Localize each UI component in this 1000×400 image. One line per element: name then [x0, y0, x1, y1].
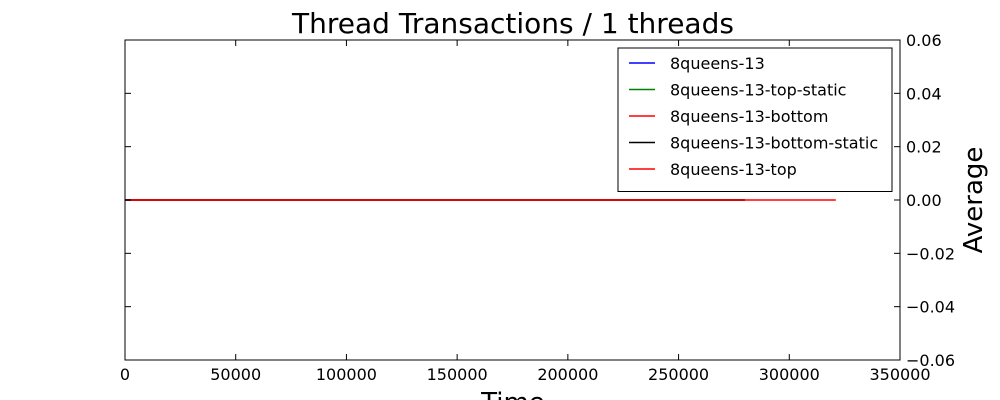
- x-tick-label: 300000: [759, 365, 820, 384]
- x-tick-label: 200000: [537, 365, 598, 384]
- legend-label: 8queens-13-top-static: [670, 81, 846, 100]
- y-tick-label: −0.02: [906, 244, 955, 263]
- y-axis: 0.06 0.04 0.02 0.00 −0.02 −0.04 −0.06: [125, 31, 955, 370]
- chart-title: Thread Transactions / 1 threads: [291, 7, 734, 40]
- x-tick-label: 0: [120, 365, 130, 384]
- legend: 8queens-13 8queens-13-top-static 8queens-1…: [617, 47, 893, 192]
- legend-label: 8queens-13-bottom-static: [670, 134, 878, 153]
- y-tick-label: 0.00: [906, 191, 942, 210]
- x-tick-label: 350000: [869, 365, 930, 384]
- legend-label: 8queens-13: [670, 54, 765, 73]
- y-tick-label: −0.06: [906, 351, 955, 370]
- y-tick-label: 0.04: [906, 84, 942, 103]
- x-tick-label: 50000: [210, 365, 261, 384]
- y-tick-label: 0.06: [906, 31, 942, 50]
- legend-box: [617, 47, 893, 192]
- x-tick-label: 100000: [316, 365, 377, 384]
- legend-label: 8queens-13-top: [670, 160, 797, 179]
- y-axis-label: Average: [959, 147, 989, 254]
- y-tick-label: −0.04: [906, 298, 955, 317]
- y-tick-label: 0.02: [906, 138, 942, 157]
- x-tick-label: 150000: [427, 365, 488, 384]
- x-axis: 0 50000 100000 150000 200000 250000 300000 3500…: [120, 40, 931, 384]
- legend-label: 8queens-13-bottom: [670, 107, 828, 126]
- x-tick-label: 250000: [648, 365, 709, 384]
- x-axis-label: Time: [480, 388, 545, 400]
